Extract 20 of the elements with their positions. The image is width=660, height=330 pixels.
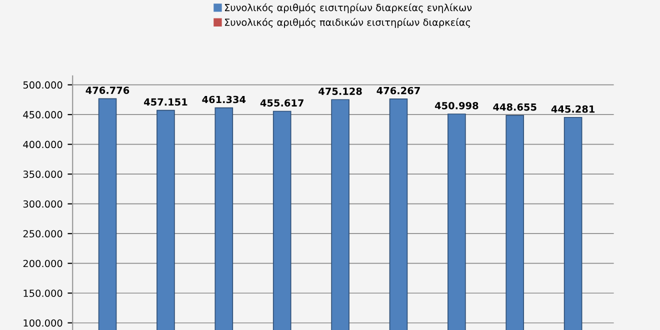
y-tick-label: 150.000 xyxy=(24,290,62,297)
data-label: 476.267 xyxy=(376,86,420,94)
y-tick-label: 300.000 xyxy=(23,200,62,208)
y-tick-label: 200.000 xyxy=(23,260,62,268)
data-label: 457.151 xyxy=(144,98,188,106)
data-label: 445.281 xyxy=(551,105,595,113)
data-label: 450.998 xyxy=(434,102,478,110)
legend-label: Συνολικός αριθμός εισιτηρίων διαρκείας ενηλίκων xyxy=(224,3,472,14)
y-tick-label: 500.000 xyxy=(23,81,62,89)
y-tick-label: 100.000 xyxy=(24,319,62,327)
y-tick-label: 400.000 xyxy=(23,140,62,148)
data-label: 455.617 xyxy=(260,99,304,107)
data-label: 461.334 xyxy=(202,96,246,104)
y-tick-label: 350.000 xyxy=(23,170,62,178)
data-label: 448.655 xyxy=(493,103,536,111)
y-tick-label: 450.000 xyxy=(23,111,62,118)
y-tick-label: 250.000 xyxy=(23,230,62,238)
legend-label: Συνολικός αριθμός παιδικών εισιτηρίων διαρκείας xyxy=(224,18,470,28)
data-label: 475.128 xyxy=(318,88,362,95)
data-label: 476.776 xyxy=(86,86,130,94)
